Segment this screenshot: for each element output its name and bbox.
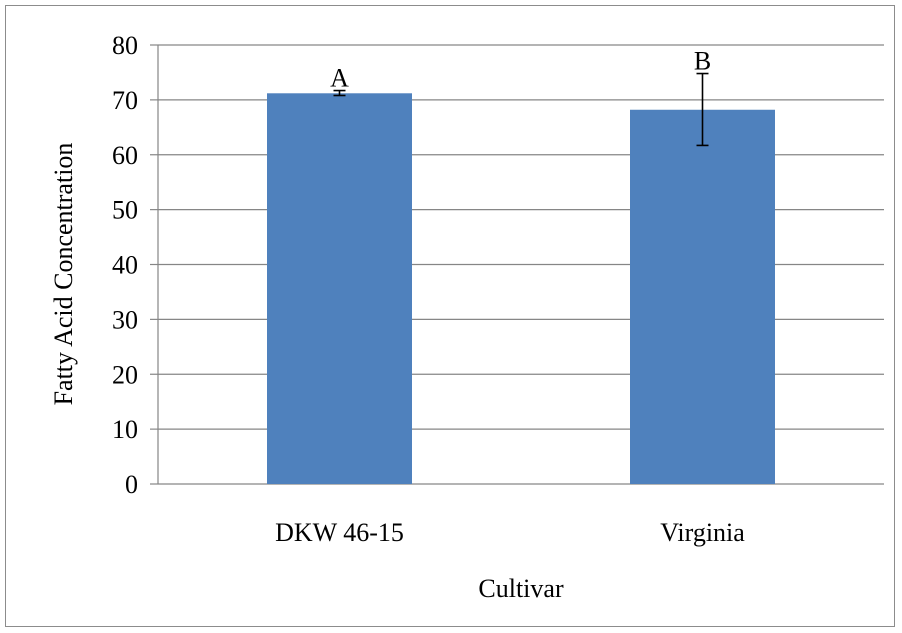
significance-label: A — [330, 64, 349, 93]
y-tick-label: 30 — [112, 305, 138, 334]
y-tick-label: 0 — [125, 470, 138, 499]
x-axis-ticks: DKW 46-15 Virginia — [275, 518, 745, 547]
error-bars — [333, 72, 709, 147]
significance-labels: AB — [330, 47, 711, 93]
gridlines — [158, 44, 884, 485]
y-tick-label: 70 — [112, 86, 138, 115]
y-tick-label: 40 — [112, 251, 138, 280]
significance-label: B — [694, 47, 711, 76]
x-tick-label: Virginia — [660, 518, 745, 547]
y-axis-label: Fatty Acid Concentration — [49, 143, 78, 406]
x-tick-label: DKW 46-15 — [275, 518, 404, 547]
y-tick-label: 50 — [112, 196, 138, 225]
bar — [630, 109, 775, 484]
bars — [267, 93, 775, 484]
y-axis-ticks: 0 10 20 30 40 50 60 70 80 — [112, 31, 158, 499]
y-tick-label: 80 — [112, 31, 138, 60]
y-tick-label: 10 — [112, 415, 138, 444]
y-tick-label: 20 — [112, 360, 138, 389]
y-tick-label: 60 — [112, 141, 138, 170]
bar — [267, 93, 412, 484]
x-axis-label: Cultivar — [478, 574, 564, 603]
